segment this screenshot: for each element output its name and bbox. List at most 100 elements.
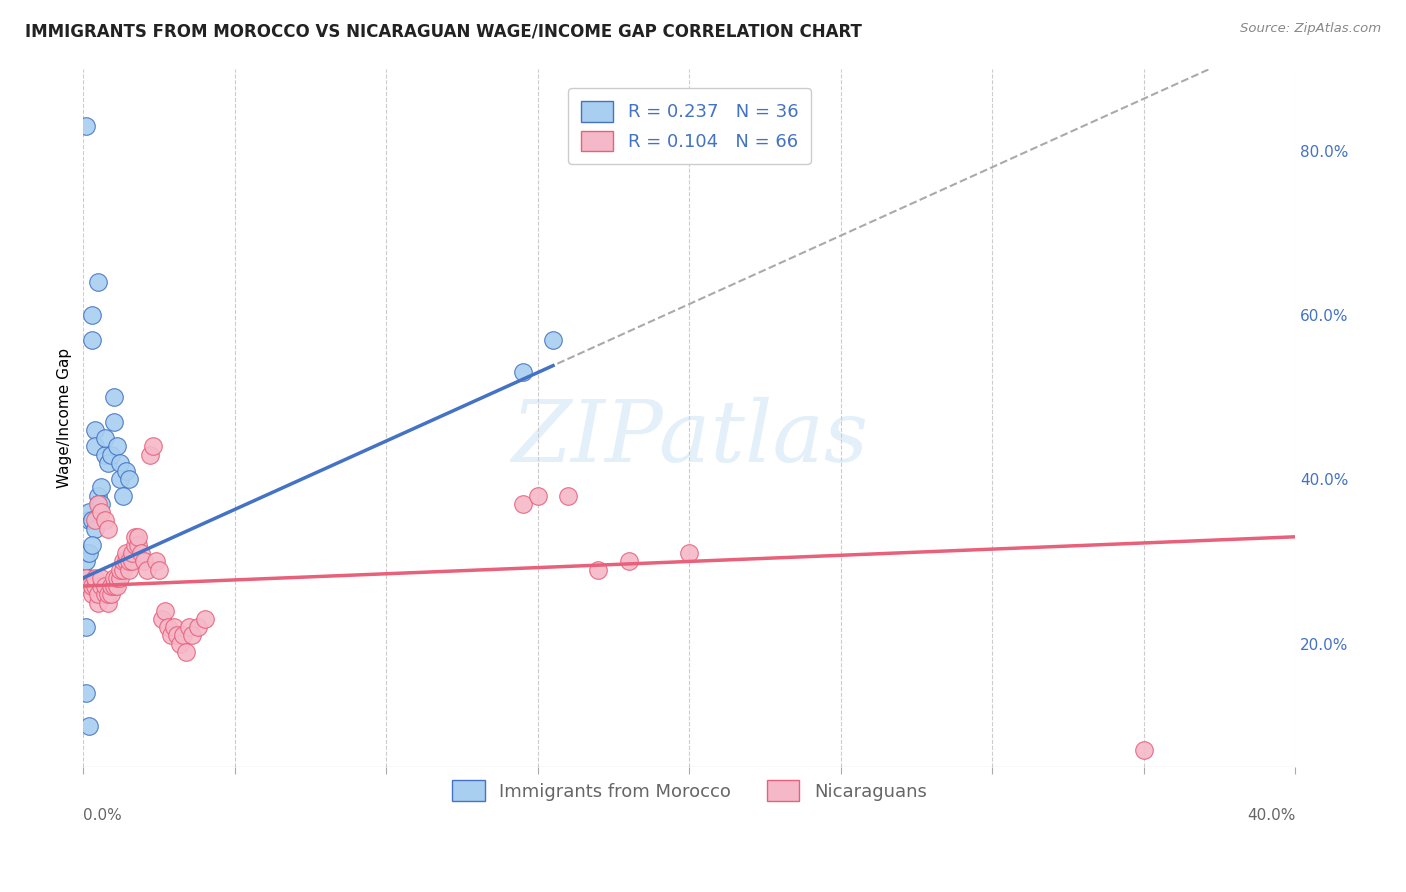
Point — [118, 472, 141, 486]
Point — [75, 686, 97, 700]
Point — [124, 538, 146, 552]
Point — [84, 513, 107, 527]
Point — [87, 595, 110, 609]
Point — [176, 645, 198, 659]
Point — [114, 546, 136, 560]
Point — [172, 628, 194, 642]
Point — [90, 497, 112, 511]
Point — [105, 571, 128, 585]
Point — [150, 612, 173, 626]
Point — [124, 530, 146, 544]
Point — [100, 579, 122, 593]
Point — [82, 587, 104, 601]
Point — [87, 587, 110, 601]
Point — [90, 579, 112, 593]
Point — [114, 464, 136, 478]
Point — [108, 563, 131, 577]
Point — [79, 546, 101, 560]
Point — [87, 497, 110, 511]
Point — [96, 587, 118, 601]
Point — [163, 620, 186, 634]
Point — [75, 571, 97, 585]
Point — [82, 513, 104, 527]
Point — [79, 513, 101, 527]
Point — [103, 579, 125, 593]
Point — [93, 448, 115, 462]
Point — [79, 719, 101, 733]
Point — [96, 456, 118, 470]
Text: 0.0%: 0.0% — [83, 808, 122, 823]
Point — [82, 308, 104, 322]
Point — [108, 571, 131, 585]
Point — [512, 497, 534, 511]
Point — [84, 439, 107, 453]
Point — [169, 637, 191, 651]
Point — [105, 439, 128, 453]
Point — [541, 333, 564, 347]
Point — [127, 538, 149, 552]
Point — [678, 546, 700, 560]
Point — [121, 554, 143, 568]
Point — [75, 119, 97, 133]
Point — [93, 587, 115, 601]
Point — [588, 563, 610, 577]
Point — [84, 571, 107, 585]
Point — [1133, 743, 1156, 757]
Point — [127, 530, 149, 544]
Point — [96, 522, 118, 536]
Point — [82, 333, 104, 347]
Point — [118, 563, 141, 577]
Point — [111, 554, 134, 568]
Point — [87, 275, 110, 289]
Point — [512, 366, 534, 380]
Text: Source: ZipAtlas.com: Source: ZipAtlas.com — [1240, 22, 1381, 36]
Point — [121, 546, 143, 560]
Point — [79, 571, 101, 585]
Point — [157, 620, 180, 634]
Point — [181, 628, 204, 642]
Point — [90, 505, 112, 519]
Point — [75, 620, 97, 634]
Point — [111, 489, 134, 503]
Point — [84, 579, 107, 593]
Point — [118, 554, 141, 568]
Point — [103, 571, 125, 585]
Point — [84, 423, 107, 437]
Point — [93, 513, 115, 527]
Point — [100, 587, 122, 601]
Point — [142, 439, 165, 453]
Point — [90, 481, 112, 495]
Y-axis label: Wage/Income Gap: Wage/Income Gap — [58, 348, 72, 488]
Point — [145, 554, 167, 568]
Point — [82, 579, 104, 593]
Point — [527, 489, 550, 503]
Legend: Immigrants from Morocco, Nicaraguans: Immigrants from Morocco, Nicaraguans — [443, 772, 936, 810]
Point — [93, 579, 115, 593]
Point — [90, 571, 112, 585]
Point — [111, 563, 134, 577]
Point — [87, 489, 110, 503]
Point — [187, 620, 209, 634]
Point — [75, 554, 97, 568]
Point — [139, 448, 162, 462]
Text: 40.0%: 40.0% — [1247, 808, 1295, 823]
Point — [557, 489, 579, 503]
Point — [87, 497, 110, 511]
Point — [108, 472, 131, 486]
Point — [105, 579, 128, 593]
Point — [103, 390, 125, 404]
Point — [75, 546, 97, 560]
Point — [179, 620, 201, 634]
Point — [136, 563, 159, 577]
Point — [79, 505, 101, 519]
Point — [148, 563, 170, 577]
Text: IMMIGRANTS FROM MOROCCO VS NICARAGUAN WAGE/INCOME GAP CORRELATION CHART: IMMIGRANTS FROM MOROCCO VS NICARAGUAN WA… — [25, 22, 862, 40]
Text: ZIPatlas: ZIPatlas — [510, 397, 868, 480]
Point — [103, 415, 125, 429]
Point — [617, 554, 640, 568]
Point — [100, 448, 122, 462]
Point — [114, 554, 136, 568]
Point — [108, 456, 131, 470]
Point — [132, 554, 155, 568]
Point — [153, 604, 176, 618]
